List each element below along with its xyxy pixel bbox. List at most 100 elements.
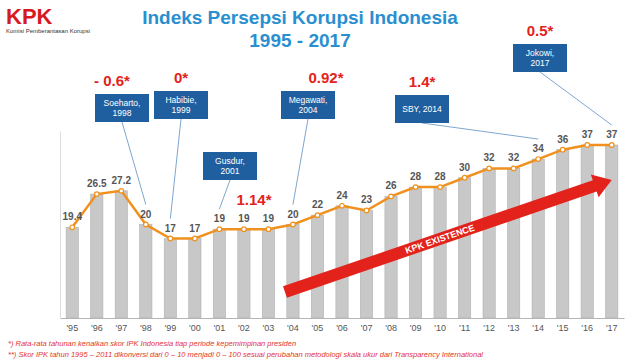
x-tick: '97 <box>115 323 127 333</box>
point <box>168 236 173 241</box>
x-tick: '00 <box>189 323 201 333</box>
point <box>217 227 222 232</box>
x-tick: '99 <box>164 323 176 333</box>
annotation-box <box>154 91 208 119</box>
annotation-box <box>281 91 335 119</box>
point <box>560 147 565 152</box>
x-tick: '14 <box>532 323 544 333</box>
plot-area <box>66 143 618 318</box>
data-label: 32 <box>508 152 520 163</box>
x-tick: '07 <box>361 323 373 333</box>
subtitle: 1995 - 2017 <box>249 30 350 51</box>
footnotes: *) Rata-rata tahunan kenaikan skor IPK I… <box>8 339 483 359</box>
data-label: 28 <box>435 171 447 182</box>
point <box>94 192 99 197</box>
x-tick-label: '97 <box>115 323 127 333</box>
point <box>70 225 75 230</box>
x-tick-label: '99 <box>164 323 176 333</box>
data-label: 22 <box>312 199 324 210</box>
footnote: *) Rata-rata tahunan kenaikan skor IPK I… <box>8 339 296 348</box>
x-tick: '98 <box>140 323 152 333</box>
x-tick-label: '04 <box>287 323 299 333</box>
x-tick: '17 <box>606 323 618 333</box>
x-tick-label: '10 <box>434 323 446 333</box>
x-tick-label: '07 <box>361 323 373 333</box>
annotation-connector <box>219 180 230 209</box>
annotation-label: Megawati, <box>289 95 328 105</box>
annotation-box <box>203 152 257 180</box>
bar <box>532 159 544 318</box>
annotation-value: 1.4* <box>409 73 436 90</box>
x-tick: '09 <box>410 323 422 333</box>
trend-line <box>72 145 611 239</box>
logo: KPK <box>6 4 53 29</box>
bar <box>336 206 348 318</box>
data-label: 17 <box>165 223 177 234</box>
bar <box>458 178 470 318</box>
annotation-value: 0.92* <box>308 69 343 86</box>
x-tick: '16 <box>581 323 593 333</box>
bar <box>189 239 201 318</box>
point <box>315 213 320 218</box>
bar <box>483 168 495 318</box>
point <box>193 236 198 241</box>
x-tick-label: '05 <box>312 323 324 333</box>
point <box>462 175 467 180</box>
annotation-label: Jokowi, <box>526 48 554 58</box>
point <box>487 166 492 171</box>
x-axis-line <box>61 318 625 319</box>
bar <box>606 145 618 318</box>
arrow-shape <box>281 169 616 304</box>
x-tick-label: '03 <box>263 323 275 333</box>
arrow-label: KPK EXISTENCE <box>404 223 476 256</box>
bar <box>434 187 446 318</box>
x-tick: '01 <box>214 323 226 333</box>
bar <box>311 215 323 318</box>
annotation-label: 1999 <box>172 105 191 115</box>
annotation-label: Habibie, <box>165 95 196 105</box>
point <box>609 143 614 148</box>
data-label: 37 <box>582 129 594 140</box>
point <box>291 222 296 227</box>
point <box>266 227 271 232</box>
data-label: 36 <box>557 134 569 145</box>
y-axis <box>60 132 61 319</box>
x-tick-label: '98 <box>140 323 152 333</box>
bar <box>557 150 569 318</box>
data-label: 23 <box>361 194 373 205</box>
x-tick-label: '14 <box>532 323 544 333</box>
annotation-label: 2001 <box>221 166 240 176</box>
annotations: Soeharto,1998- 0.6*Habibie,19990*Gusdur,… <box>94 22 612 219</box>
data-label: 17 <box>189 223 201 234</box>
bar <box>262 229 274 318</box>
annotation-label: Soeharto, <box>104 98 141 108</box>
x-tick-label: '02 <box>238 323 250 333</box>
x-tick-label: '17 <box>606 323 618 333</box>
x-tick: '06 <box>336 323 348 333</box>
footnote: **) Skor IPK tahun 1995 – 2011 dikonvers… <box>8 350 483 359</box>
x-tick-label: '08 <box>385 323 397 333</box>
x-tick-label: '15 <box>557 323 569 333</box>
arrow: KPK EXISTENCE <box>281 169 616 304</box>
data-label: 24 <box>336 190 348 201</box>
bar <box>287 225 299 319</box>
data-label: 26.5 <box>87 178 107 189</box>
x-tick: '03 <box>263 323 275 333</box>
x-tick: '02 <box>238 323 250 333</box>
point <box>119 189 124 194</box>
annotation: Habibie,19990* <box>154 69 208 219</box>
x-tick: '95 <box>66 323 78 333</box>
bar <box>140 225 152 319</box>
data-label: 19.4 <box>63 211 83 222</box>
x-tick-label: '06 <box>336 323 348 333</box>
x-tick: '11 <box>459 323 470 333</box>
annotation-value: - 0.6* <box>94 72 130 89</box>
bar <box>508 168 520 318</box>
x-tick: '13 <box>508 323 520 333</box>
data-label: 27.2 <box>112 175 132 186</box>
x-tick: '08 <box>385 323 397 333</box>
x-tick-label: '11 <box>459 323 470 333</box>
data-label: 20 <box>287 209 299 220</box>
x-tick: '04 <box>287 323 299 333</box>
point <box>511 166 516 171</box>
